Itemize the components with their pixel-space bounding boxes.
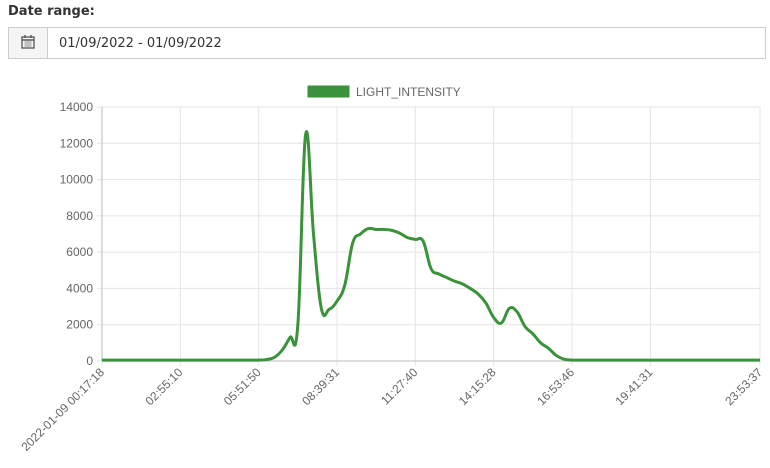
- date-range-input[interactable]: 01/09/2022 - 01/09/2022: [8, 27, 766, 59]
- date-range-label: Date range:: [8, 4, 95, 19]
- calendar-button[interactable]: [9, 28, 48, 58]
- y-tick-label: 6000: [66, 245, 93, 259]
- y-tick-label: 2000: [66, 318, 93, 332]
- x-tick-label: 05:51:50: [221, 365, 264, 408]
- y-tick-label: 8000: [66, 209, 93, 223]
- x-tick-label: 2022-01-09 00:17:18: [18, 365, 107, 454]
- x-tick-label: 19:41:31: [613, 365, 656, 408]
- x-tick-label: 14:15:28: [456, 365, 499, 408]
- x-tick-label: 08:39:31: [299, 365, 342, 408]
- y-tick-label: 4000: [66, 281, 93, 295]
- legend-swatch: [306, 84, 351, 99]
- legend-label: LIGHT_INTENSITY: [356, 85, 461, 99]
- x-tick-label: 23:53:37: [722, 365, 765, 408]
- x-tick-label: 16:53:46: [534, 365, 577, 408]
- y-tick-label: 0: [86, 354, 93, 368]
- calendar-icon: [21, 35, 35, 49]
- x-tick-label: 02:55:10: [143, 365, 186, 408]
- data-line: [102, 130, 760, 362]
- date-range-value: 01/09/2022 - 01/09/2022: [59, 36, 222, 51]
- y-tick-label: 12000: [60, 136, 94, 150]
- y-tick-label: 14000: [60, 100, 94, 114]
- y-tick-label: 10000: [60, 173, 94, 187]
- x-tick-label: 11:27:40: [378, 365, 421, 408]
